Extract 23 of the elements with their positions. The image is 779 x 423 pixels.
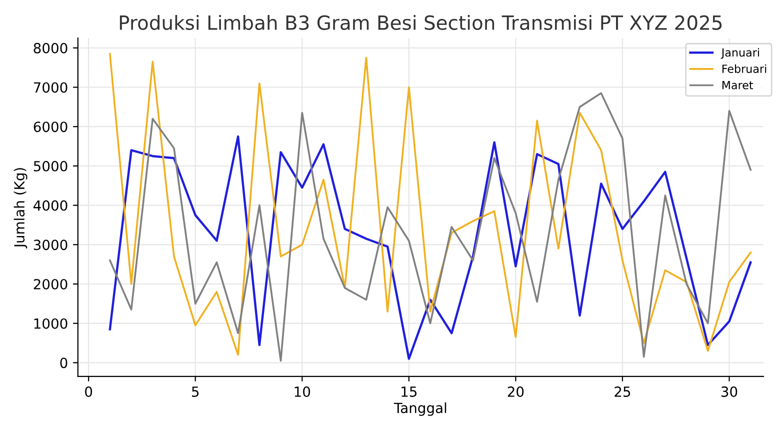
x-tick-label: 5 <box>192 386 199 397</box>
x-tick-label: 0 <box>85 386 92 397</box>
y-tick-label: 5000 <box>34 160 68 172</box>
x-tick-label: 25 <box>614 386 630 397</box>
x-tick-label: 15 <box>402 386 417 397</box>
chart-title: Produksi Limbah B3 Gram Besi Section Transmisi PT XYZ 2025 <box>120 14 722 30</box>
legend-label: Februari <box>722 64 766 73</box>
y-tick-label: 8000 <box>34 42 68 54</box>
legend-label: Maret <box>722 81 754 90</box>
x-tick-label: 30 <box>721 386 738 397</box>
line-series <box>108 135 752 360</box>
y-tick-label: 1000 <box>34 318 68 329</box>
y-tick-label: 4000 <box>34 200 68 211</box>
y-tick-label: 6000 <box>34 122 68 132</box>
y-tick-label: 3000 <box>34 240 68 250</box>
y-axis-title: Jumlah (Kg) <box>14 168 28 248</box>
y-tick-label: 2000 <box>34 278 68 290</box>
y-tick-label: 7000 <box>34 82 68 93</box>
x-tick-label: 10 <box>294 386 310 397</box>
legend-label: Januari <box>720 48 759 59</box>
x-axis-title: Tanggal <box>394 402 446 416</box>
x-tick-label: 20 <box>508 386 524 397</box>
y-tick-label: 0 <box>60 358 68 368</box>
